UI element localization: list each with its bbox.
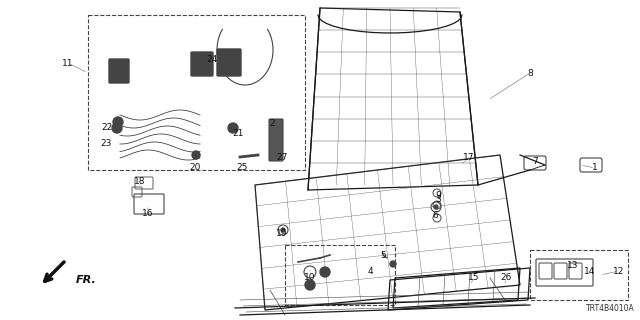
Text: 5: 5	[380, 251, 386, 260]
FancyBboxPatch shape	[191, 52, 213, 76]
Text: 9: 9	[435, 191, 441, 201]
Text: 20: 20	[189, 163, 201, 172]
Text: 21: 21	[232, 129, 244, 138]
Text: TRT4B4010A: TRT4B4010A	[586, 304, 635, 313]
Circle shape	[112, 123, 122, 133]
Text: 19: 19	[276, 228, 288, 237]
Circle shape	[113, 117, 123, 127]
Text: 6: 6	[432, 211, 438, 220]
Text: 8: 8	[527, 68, 533, 77]
Circle shape	[320, 267, 330, 277]
Text: 1: 1	[592, 164, 598, 172]
Text: 23: 23	[100, 139, 112, 148]
Text: FR.: FR.	[76, 275, 97, 285]
Text: 14: 14	[584, 268, 596, 276]
Text: 7: 7	[532, 157, 538, 166]
Text: 18: 18	[134, 178, 146, 187]
Circle shape	[390, 261, 396, 267]
FancyBboxPatch shape	[269, 119, 283, 161]
Circle shape	[281, 228, 285, 232]
Bar	[285, 245, 395, 305]
Text: 24: 24	[206, 54, 218, 63]
Text: 17: 17	[463, 154, 475, 163]
Circle shape	[434, 205, 438, 209]
Text: 3: 3	[435, 196, 441, 204]
Text: 27: 27	[276, 153, 288, 162]
Text: 4: 4	[367, 268, 373, 276]
Text: 10: 10	[304, 274, 316, 283]
Circle shape	[305, 280, 315, 290]
Text: 2: 2	[269, 119, 275, 129]
Text: 22: 22	[101, 124, 113, 132]
Bar	[530, 250, 628, 300]
Text: 26: 26	[500, 274, 512, 283]
Circle shape	[228, 123, 238, 133]
Bar	[88, 15, 305, 170]
Text: 12: 12	[613, 267, 625, 276]
Text: 11: 11	[62, 59, 74, 68]
Text: 25: 25	[236, 163, 248, 172]
Text: 13: 13	[567, 260, 579, 269]
FancyBboxPatch shape	[217, 49, 241, 76]
Text: 15: 15	[468, 274, 480, 283]
FancyBboxPatch shape	[109, 59, 129, 83]
Circle shape	[192, 151, 200, 159]
Text: 16: 16	[142, 209, 154, 218]
